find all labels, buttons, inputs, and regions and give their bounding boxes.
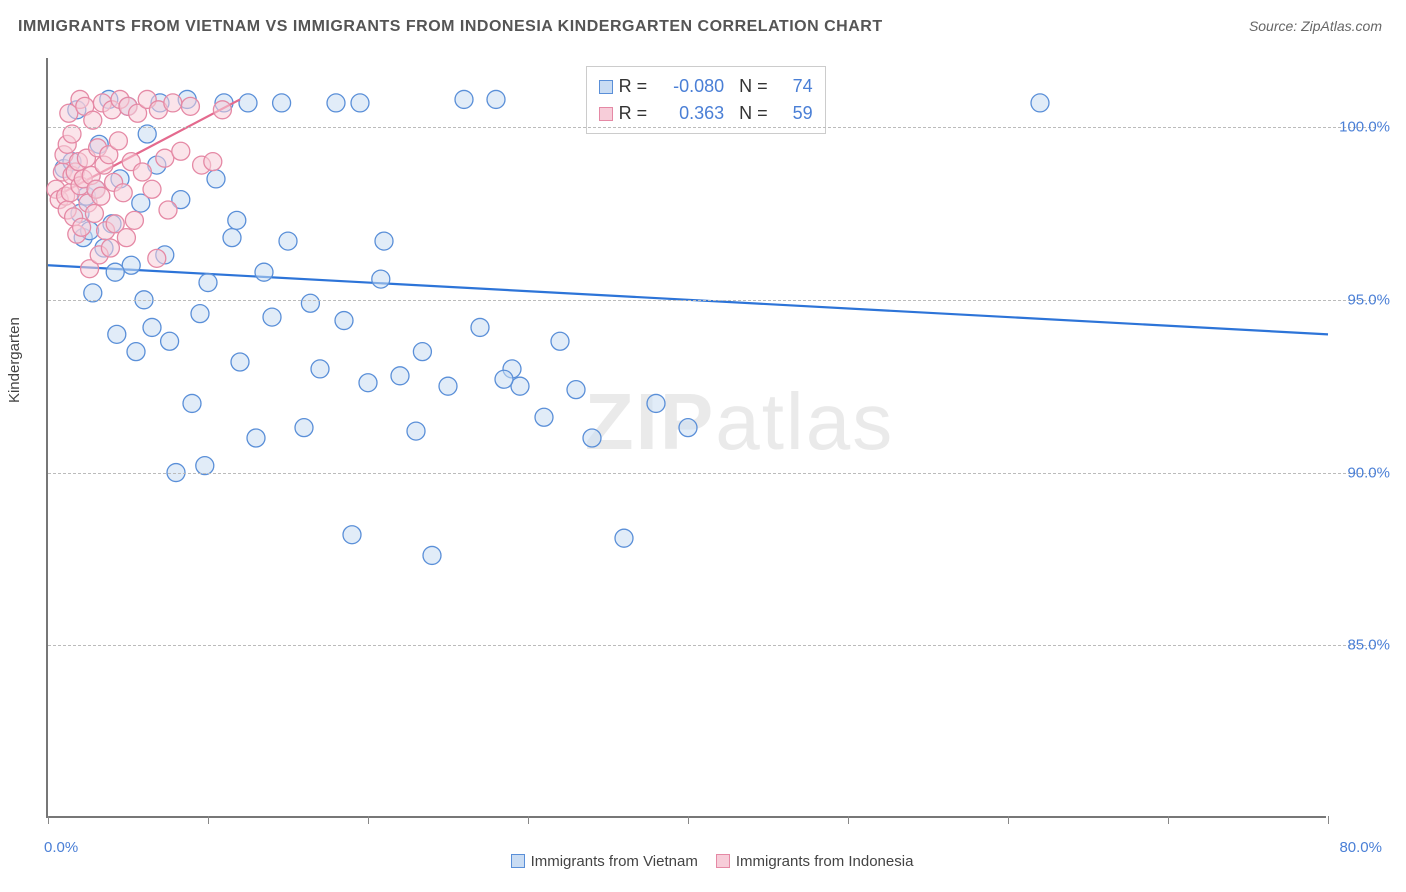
- x-min-label: 0.0%: [44, 839, 78, 856]
- x-tick: [208, 816, 209, 824]
- series-legend: Immigrants from VietnamImmigrants from I…: [0, 853, 1406, 870]
- x-tick: [528, 816, 529, 824]
- x-tick: [688, 816, 689, 824]
- gridline: [48, 300, 1376, 301]
- legend-row: R = -0.080 N = 74: [599, 73, 813, 100]
- chart-title: IMMIGRANTS FROM VIETNAM VS IMMIGRANTS FR…: [18, 18, 883, 36]
- chart-area: ZIPatlas R = -0.080 N = 74R = 0.363 N = …: [46, 58, 1326, 818]
- plot-svg: [48, 58, 1326, 816]
- x-tick: [48, 816, 49, 824]
- correlation-legend: R = -0.080 N = 74R = 0.363 N = 59: [586, 66, 826, 134]
- legend-item: Immigrants from Vietnam: [493, 853, 698, 870]
- y-tick-label: 95.0%: [1347, 291, 1390, 308]
- legend-item: Immigrants from Indonesia: [698, 853, 914, 870]
- x-tick: [848, 816, 849, 824]
- gridline: [48, 645, 1376, 646]
- y-tick-label: 100.0%: [1339, 119, 1390, 136]
- x-max-label: 80.0%: [1339, 839, 1382, 856]
- source-text: Source: ZipAtlas.com: [1249, 18, 1382, 34]
- y-axis-label: Kindergarten: [6, 317, 23, 403]
- x-tick: [1168, 816, 1169, 824]
- y-tick-label: 90.0%: [1347, 464, 1390, 481]
- x-tick: [1328, 816, 1329, 824]
- gridline: [48, 127, 1376, 128]
- y-tick-label: 85.0%: [1347, 637, 1390, 654]
- x-tick: [1008, 816, 1009, 824]
- legend-row: R = 0.363 N = 59: [599, 100, 813, 127]
- gridline: [48, 473, 1376, 474]
- x-tick: [368, 816, 369, 824]
